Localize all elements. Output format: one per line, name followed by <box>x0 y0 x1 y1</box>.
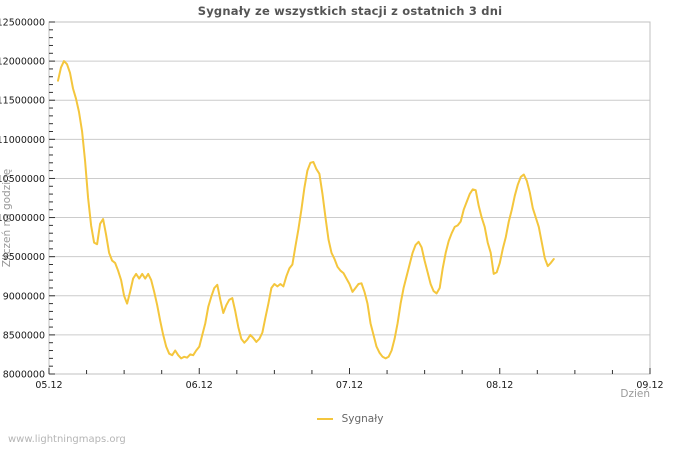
legend-line-swatch <box>316 418 333 420</box>
chart-title: Sygnały ze wszystkich stacji z ostatnich… <box>197 4 503 18</box>
y-tick-label: 9500000 <box>3 252 45 263</box>
y-tick-label: 8000000 <box>3 370 45 381</box>
x-tick-label: 05.12 <box>35 380 62 391</box>
x-tick-label: 07.12 <box>336 380 363 391</box>
y-tick-label: 12500000 <box>0 18 45 29</box>
legend-label: Sygnały <box>341 413 384 425</box>
x-tick-label: 09.12 <box>636 380 663 391</box>
y-tick-label: 10500000 <box>0 174 45 185</box>
plot-border <box>48 21 651 375</box>
y-tick-label: 9000000 <box>3 291 45 302</box>
x-tick-label: 06.12 <box>186 380 213 391</box>
watermark-url: www.lightningmaps.org <box>8 434 126 445</box>
y-tick-label: 8500000 <box>3 330 45 341</box>
y-tick-label: 11000000 <box>0 135 45 146</box>
signals-line <box>57 60 555 360</box>
x-tick-label: 08.12 <box>486 380 513 391</box>
x-axis-title: Dzień <box>620 388 650 400</box>
y-tick-label: 12000000 <box>0 57 45 68</box>
y-tick-label: 11500000 <box>0 96 45 107</box>
y-tick-label: 10000000 <box>0 213 45 224</box>
legend: Sygnały <box>0 413 700 425</box>
y-axis-title: Zliczeń na godzinę <box>1 168 13 268</box>
